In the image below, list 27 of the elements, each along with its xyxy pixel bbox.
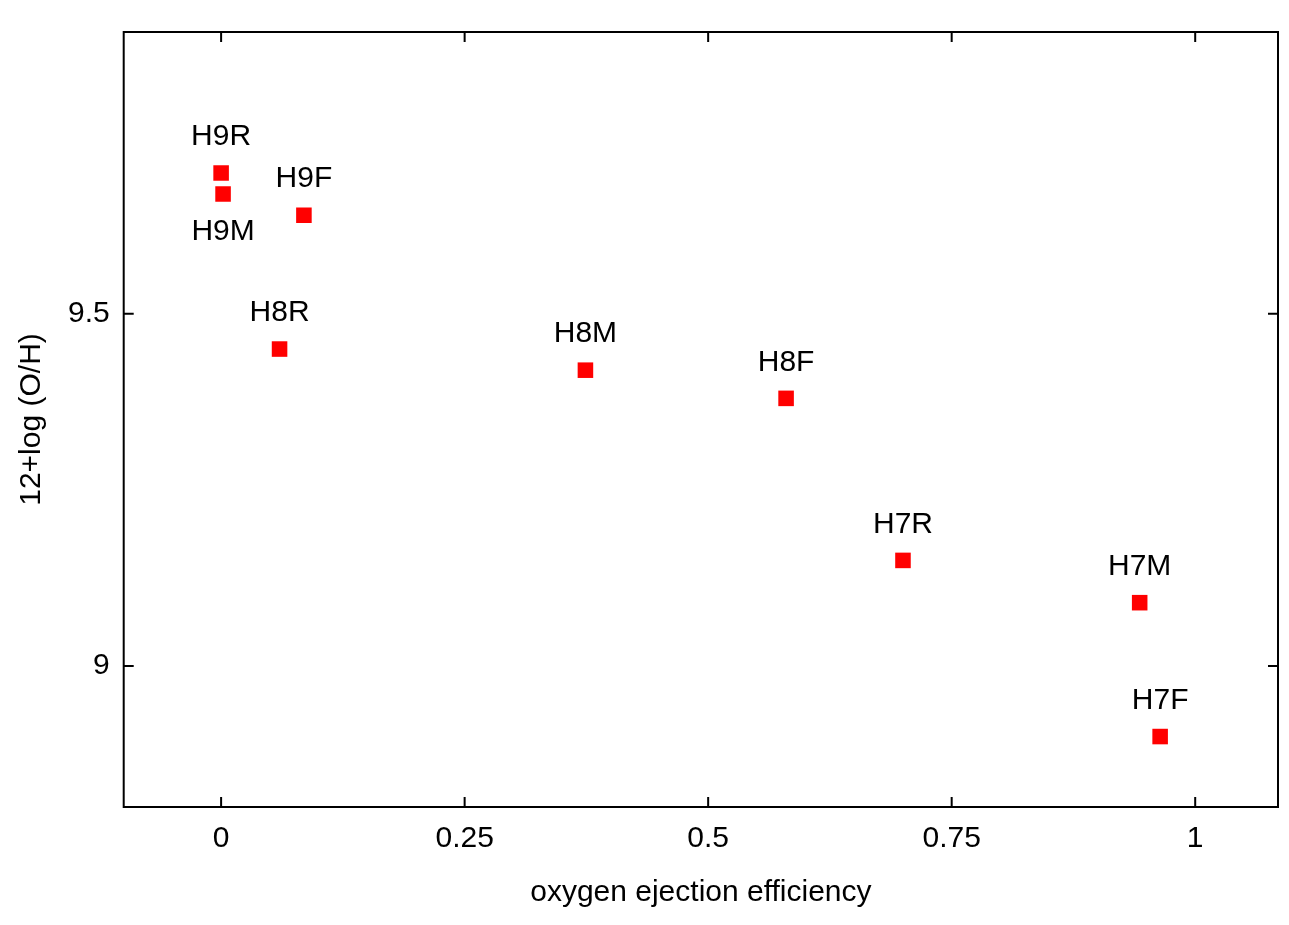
- x-tick-label: 0.5: [687, 820, 730, 854]
- x-axis-title: oxygen ejection efficiency: [530, 874, 872, 908]
- annotation: H8R: [249, 294, 310, 328]
- point: [271, 341, 288, 357]
- annotation: H7R: [872, 505, 933, 539]
- y-tick-label: 9: [93, 647, 110, 681]
- point: [296, 207, 312, 223]
- x-tick-label: 0: [212, 820, 230, 854]
- point: [1152, 728, 1168, 745]
- y-axis-title: 12+log (O/H): [13, 333, 47, 506]
- point: [577, 362, 594, 378]
- annotation: H7F: [1131, 681, 1189, 715]
- x-tick-label: 0.25: [435, 820, 494, 854]
- x-tick-label: 0.75: [922, 820, 981, 854]
- annotation: H8M: [553, 315, 618, 349]
- annotation: H9F: [275, 160, 333, 194]
- point: [215, 186, 231, 202]
- annotation: H9R: [191, 118, 252, 152]
- x-tick-label: 1: [1186, 820, 1204, 854]
- point: [1131, 594, 1148, 611]
- point: [778, 390, 794, 407]
- point: [213, 165, 229, 181]
- y-tick-label: 9.5: [67, 295, 110, 329]
- annotation: H8F: [757, 343, 815, 377]
- annotation: H9M: [191, 213, 255, 247]
- annotation: H7M: [1108, 547, 1172, 581]
- point: [895, 552, 911, 569]
